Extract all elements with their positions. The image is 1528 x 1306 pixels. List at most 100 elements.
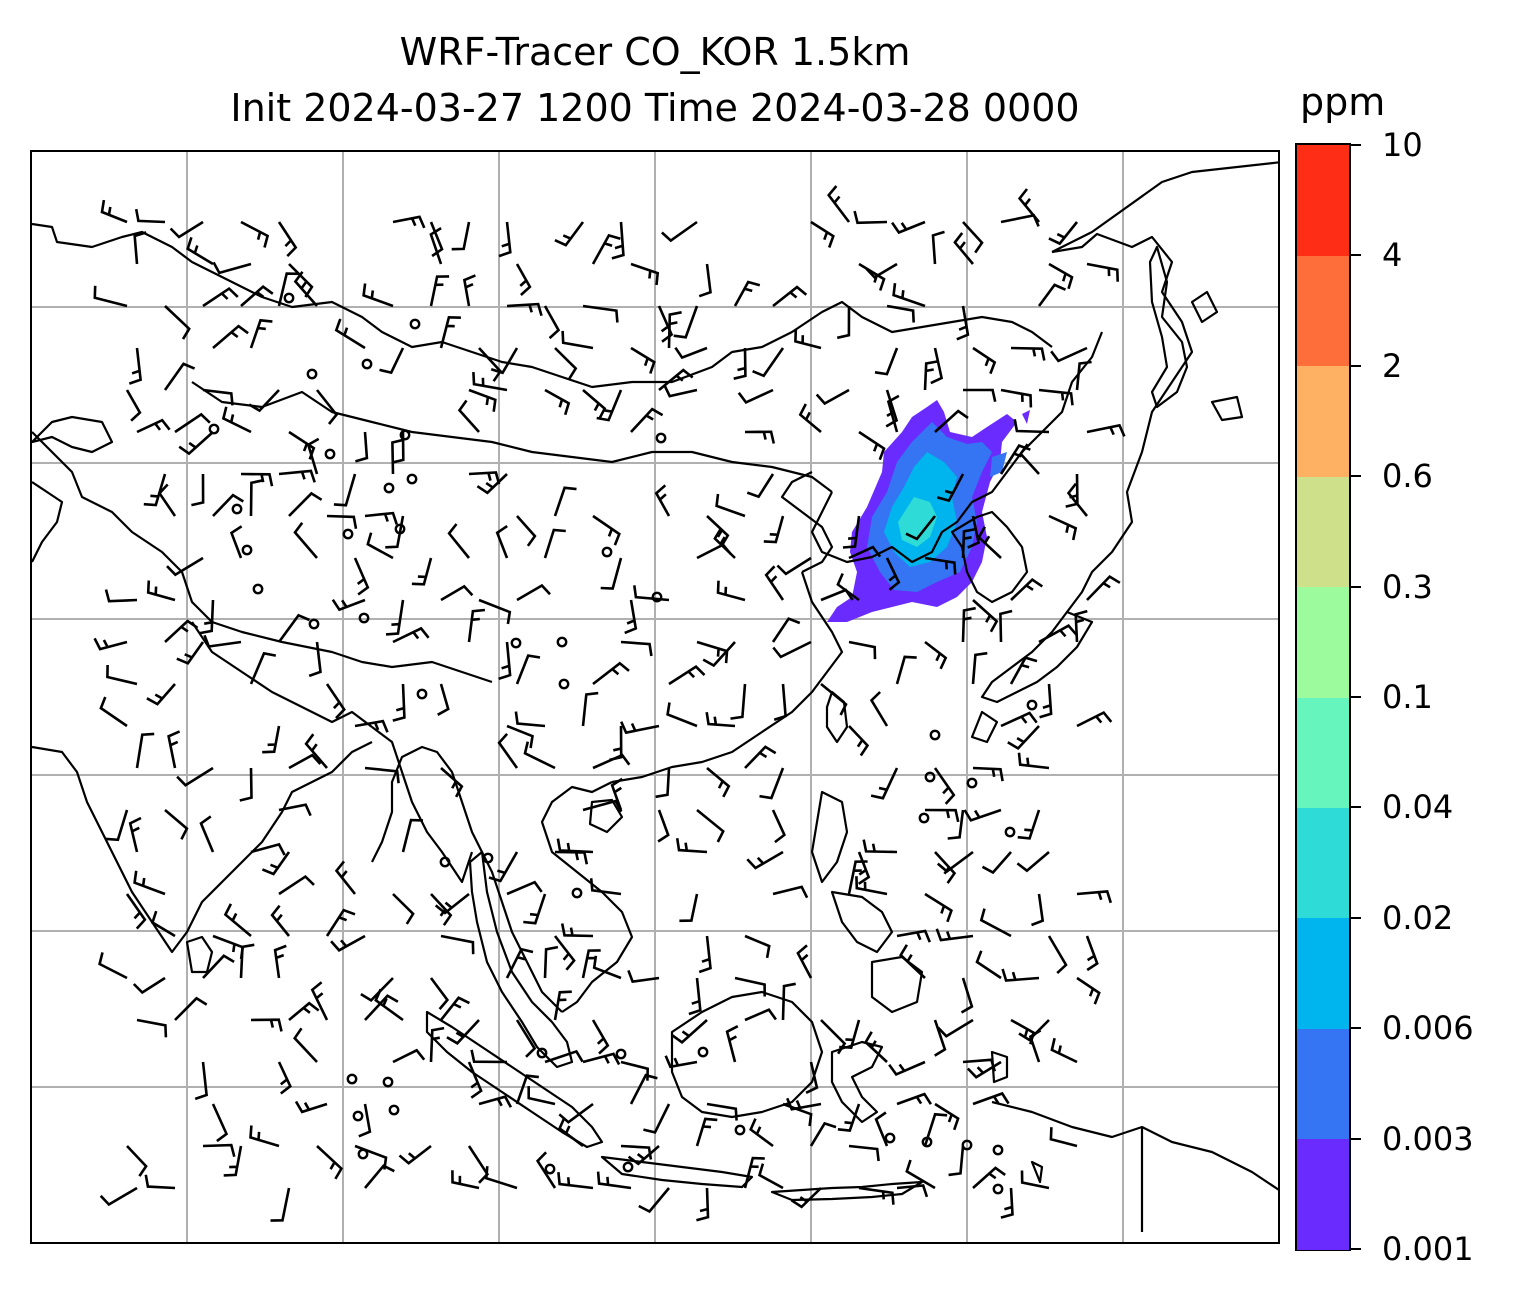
wind-barb bbox=[126, 1145, 148, 1177]
calm-wind-circle bbox=[361, 358, 373, 370]
calm-wind-circle bbox=[918, 812, 930, 824]
wind-barb bbox=[468, 388, 497, 412]
wind-barb bbox=[891, 220, 926, 235]
wind-barb bbox=[696, 1187, 710, 1222]
wind-barb bbox=[713, 527, 736, 559]
calm-wind-circle bbox=[409, 318, 421, 330]
wind-barb bbox=[392, 215, 426, 229]
wind-barb bbox=[288, 491, 323, 517]
wind-barb bbox=[627, 1145, 660, 1166]
wind-barb bbox=[1001, 968, 1040, 982]
wind-barb bbox=[278, 874, 315, 896]
wind-barb bbox=[759, 767, 785, 800]
colorbar-tick-label: 0.6 bbox=[1382, 457, 1433, 496]
wind-barb bbox=[515, 1074, 539, 1105]
colorbar-segment bbox=[1297, 917, 1349, 1029]
calm-wind-circle bbox=[406, 473, 418, 485]
colorbar-tick bbox=[1351, 916, 1361, 919]
chart-title-line-2: Init 2024-03-27 1200 Time 2024-03-28 000… bbox=[230, 86, 1080, 130]
wind-barb bbox=[960, 977, 974, 1014]
border-manchuria bbox=[810, 331, 1104, 564]
wind-barb bbox=[150, 910, 176, 938]
wind-barb bbox=[749, 1118, 774, 1148]
wind-barb bbox=[239, 943, 255, 979]
wind-barb bbox=[630, 407, 664, 433]
wind-barb bbox=[592, 955, 622, 980]
wind-barb bbox=[657, 305, 674, 343]
coastline-hainan bbox=[588, 798, 624, 834]
wind-barb bbox=[972, 346, 997, 375]
wind-barb bbox=[166, 556, 204, 577]
wind-barb bbox=[261, 851, 291, 876]
wind-barb bbox=[611, 221, 625, 260]
wind-barb bbox=[744, 1008, 777, 1022]
wind-barb bbox=[630, 346, 656, 374]
border-india-north bbox=[191, 621, 373, 728]
calm-wind-circle bbox=[544, 1163, 556, 1175]
colorbar-tick bbox=[1351, 1137, 1361, 1140]
coastline-sulawesi bbox=[830, 1040, 884, 1124]
colorbar-tick-label: 0.02 bbox=[1382, 898, 1454, 937]
wind-barb bbox=[815, 388, 850, 406]
wind-barb bbox=[392, 626, 430, 644]
wind-barb bbox=[176, 641, 205, 665]
wind-barb bbox=[847, 860, 868, 895]
calm-wind-circle bbox=[241, 544, 253, 556]
wind-barb bbox=[278, 803, 312, 817]
wind-barb bbox=[744, 934, 771, 959]
colorbar-segment bbox=[1297, 476, 1349, 588]
calm-wind-circle bbox=[921, 1136, 933, 1148]
wind-barb bbox=[592, 661, 630, 686]
coastline-west-b bbox=[32, 481, 64, 563]
colorbar-tick-label: 0.003 bbox=[1382, 1119, 1474, 1158]
wind-barb bbox=[596, 389, 623, 422]
wind-barb bbox=[478, 598, 512, 625]
wind-barb bbox=[249, 318, 273, 349]
wind-barb bbox=[581, 949, 601, 979]
wind-barb bbox=[657, 809, 670, 843]
wind-barb bbox=[638, 1187, 671, 1214]
wind-barb bbox=[865, 262, 898, 279]
wind-barbs bbox=[93, 185, 1126, 1222]
colorbar-segment bbox=[1297, 807, 1349, 919]
wind-barb bbox=[174, 412, 211, 434]
coastline-taiwan bbox=[825, 690, 849, 744]
wind-barb bbox=[1066, 482, 1089, 517]
wind-barb bbox=[1038, 388, 1074, 406]
calm-wind-circle bbox=[697, 1046, 709, 1058]
wind-barb bbox=[164, 619, 199, 643]
wind-barb bbox=[333, 473, 357, 507]
wind-barb bbox=[250, 842, 286, 856]
wind-barb bbox=[592, 753, 631, 770]
wind-barb bbox=[972, 766, 1004, 782]
wind-barb bbox=[924, 556, 957, 575]
wind-barb bbox=[977, 526, 1002, 559]
wind-barb bbox=[93, 637, 128, 651]
wind-barb bbox=[858, 262, 886, 291]
wind-barb bbox=[429, 226, 443, 265]
calm-wind-circle bbox=[388, 1104, 400, 1116]
wind-barb bbox=[961, 527, 977, 559]
wind-barb bbox=[924, 640, 948, 670]
wind-barb bbox=[853, 210, 888, 225]
calm-wind-circle bbox=[482, 852, 494, 864]
chart-title-line-1: WRF-Tracer CO_KOR 1.5km bbox=[399, 30, 911, 74]
coastline-java bbox=[600, 1155, 754, 1189]
wind-barb bbox=[796, 944, 813, 979]
coastline-malay bbox=[468, 850, 574, 1069]
wind-barb bbox=[440, 767, 464, 798]
wind-barb bbox=[506, 724, 534, 749]
wind-barb bbox=[429, 275, 450, 307]
wind-barb bbox=[379, 347, 405, 375]
calm-wind-circle bbox=[556, 636, 568, 648]
wind-barb bbox=[633, 585, 670, 602]
wind-barb bbox=[398, 1144, 432, 1165]
wind-barb bbox=[696, 543, 732, 560]
wind-barb bbox=[746, 850, 784, 870]
wind-barb bbox=[1000, 388, 1033, 408]
wind-barb bbox=[809, 1121, 837, 1147]
wind-barb bbox=[892, 283, 926, 308]
wind-barb bbox=[194, 1061, 209, 1101]
wind-barb bbox=[675, 838, 708, 854]
wind-barb bbox=[411, 557, 433, 586]
